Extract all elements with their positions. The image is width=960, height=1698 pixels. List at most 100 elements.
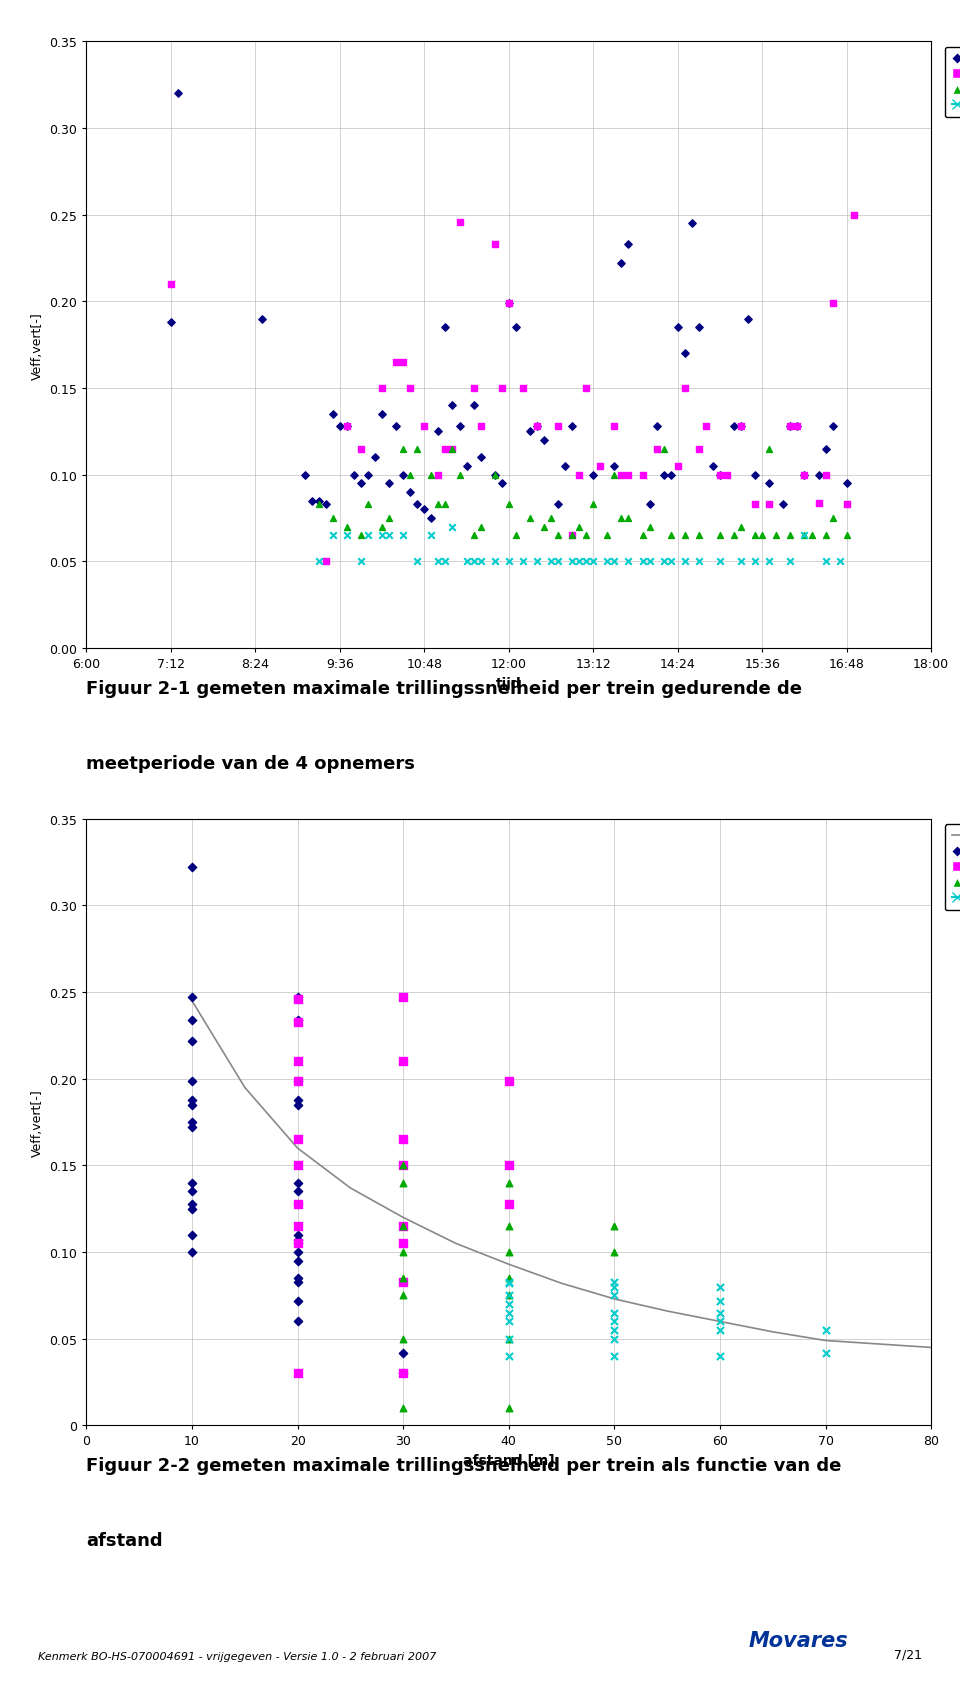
Point: [564, 548, 580, 576]
Point: [797, 462, 812, 489]
Point: [423, 506, 439, 533]
Point: [290, 1360, 305, 1387]
Point: [417, 496, 432, 523]
Point: [325, 401, 341, 428]
Point: [782, 413, 798, 440]
Point: [663, 462, 679, 489]
Point: [368, 445, 383, 472]
Legend: mp1, mp2, mp3, mp4: mp1, mp2, mp3, mp4: [946, 48, 960, 117]
Point: [290, 1048, 305, 1075]
Point: [501, 1299, 516, 1326]
Text: afstand: afstand: [86, 1532, 163, 1549]
Point: [621, 548, 636, 576]
Point: [360, 523, 375, 550]
Point: [607, 1299, 622, 1326]
Point: [621, 231, 636, 258]
Point: [501, 290, 516, 318]
Point: [537, 428, 552, 455]
Point: [473, 514, 489, 542]
Point: [459, 548, 474, 576]
Point: [670, 314, 685, 341]
Point: [452, 209, 468, 236]
Point: [769, 523, 784, 550]
Point: [396, 1212, 411, 1240]
X-axis label: tijd: tijd: [496, 676, 521, 691]
Point: [684, 211, 700, 238]
Point: [501, 1240, 516, 1267]
Point: [761, 491, 777, 518]
Point: [571, 514, 587, 542]
Point: [396, 1360, 411, 1387]
Point: [712, 1299, 728, 1326]
Point: [290, 985, 305, 1012]
Point: [339, 413, 354, 440]
Point: [438, 314, 453, 341]
Point: [396, 1326, 411, 1353]
Point: [396, 350, 411, 377]
Point: [607, 1307, 622, 1335]
Point: [712, 1343, 728, 1370]
Point: [586, 548, 601, 576]
Point: [396, 1229, 411, 1257]
Point: [290, 1153, 305, 1180]
Point: [782, 413, 798, 440]
Point: [621, 462, 636, 489]
Point: [832, 548, 848, 576]
Point: [691, 548, 707, 576]
Point: [297, 462, 312, 489]
Point: [621, 506, 636, 533]
Point: [571, 548, 587, 576]
Point: [501, 1326, 516, 1353]
Point: [776, 491, 791, 518]
Point: [818, 548, 833, 576]
Point: [607, 1212, 622, 1240]
Point: [761, 470, 777, 498]
Point: [501, 1326, 516, 1353]
Point: [311, 487, 326, 514]
Point: [501, 1394, 516, 1421]
Point: [607, 1343, 622, 1370]
Point: [290, 1287, 305, 1314]
Point: [396, 1394, 411, 1421]
Point: [811, 489, 827, 516]
Point: [818, 436, 833, 464]
Point: [501, 1343, 516, 1370]
Point: [740, 306, 756, 333]
X-axis label: afstand [m]: afstand [m]: [463, 1453, 555, 1467]
Point: [607, 453, 622, 481]
Point: [501, 1268, 516, 1296]
Point: [311, 548, 326, 576]
Point: [254, 306, 270, 333]
Point: [607, 1316, 622, 1343]
Point: [501, 1068, 516, 1095]
Point: [290, 1190, 305, 1217]
Point: [733, 413, 749, 440]
Point: [374, 401, 390, 428]
Point: [487, 548, 502, 576]
Point: [184, 1068, 200, 1095]
Point: [410, 548, 425, 576]
Point: [501, 1212, 516, 1240]
Point: [677, 375, 692, 402]
Point: [564, 523, 580, 550]
Point: [290, 987, 305, 1014]
Point: [607, 1274, 622, 1301]
Point: [423, 462, 439, 489]
Point: [691, 314, 707, 341]
Point: [487, 231, 502, 258]
Point: [184, 1109, 200, 1136]
Point: [396, 462, 411, 489]
Point: [818, 523, 833, 550]
Point: [431, 462, 446, 489]
Point: [381, 470, 396, 498]
Point: [360, 491, 375, 518]
Point: [501, 1190, 516, 1217]
Point: [339, 523, 354, 550]
Point: [613, 251, 629, 278]
Point: [438, 436, 453, 464]
Point: [529, 548, 544, 576]
Point: [818, 1340, 833, 1367]
Point: [550, 523, 565, 550]
Point: [459, 453, 474, 481]
Point: [402, 462, 418, 489]
